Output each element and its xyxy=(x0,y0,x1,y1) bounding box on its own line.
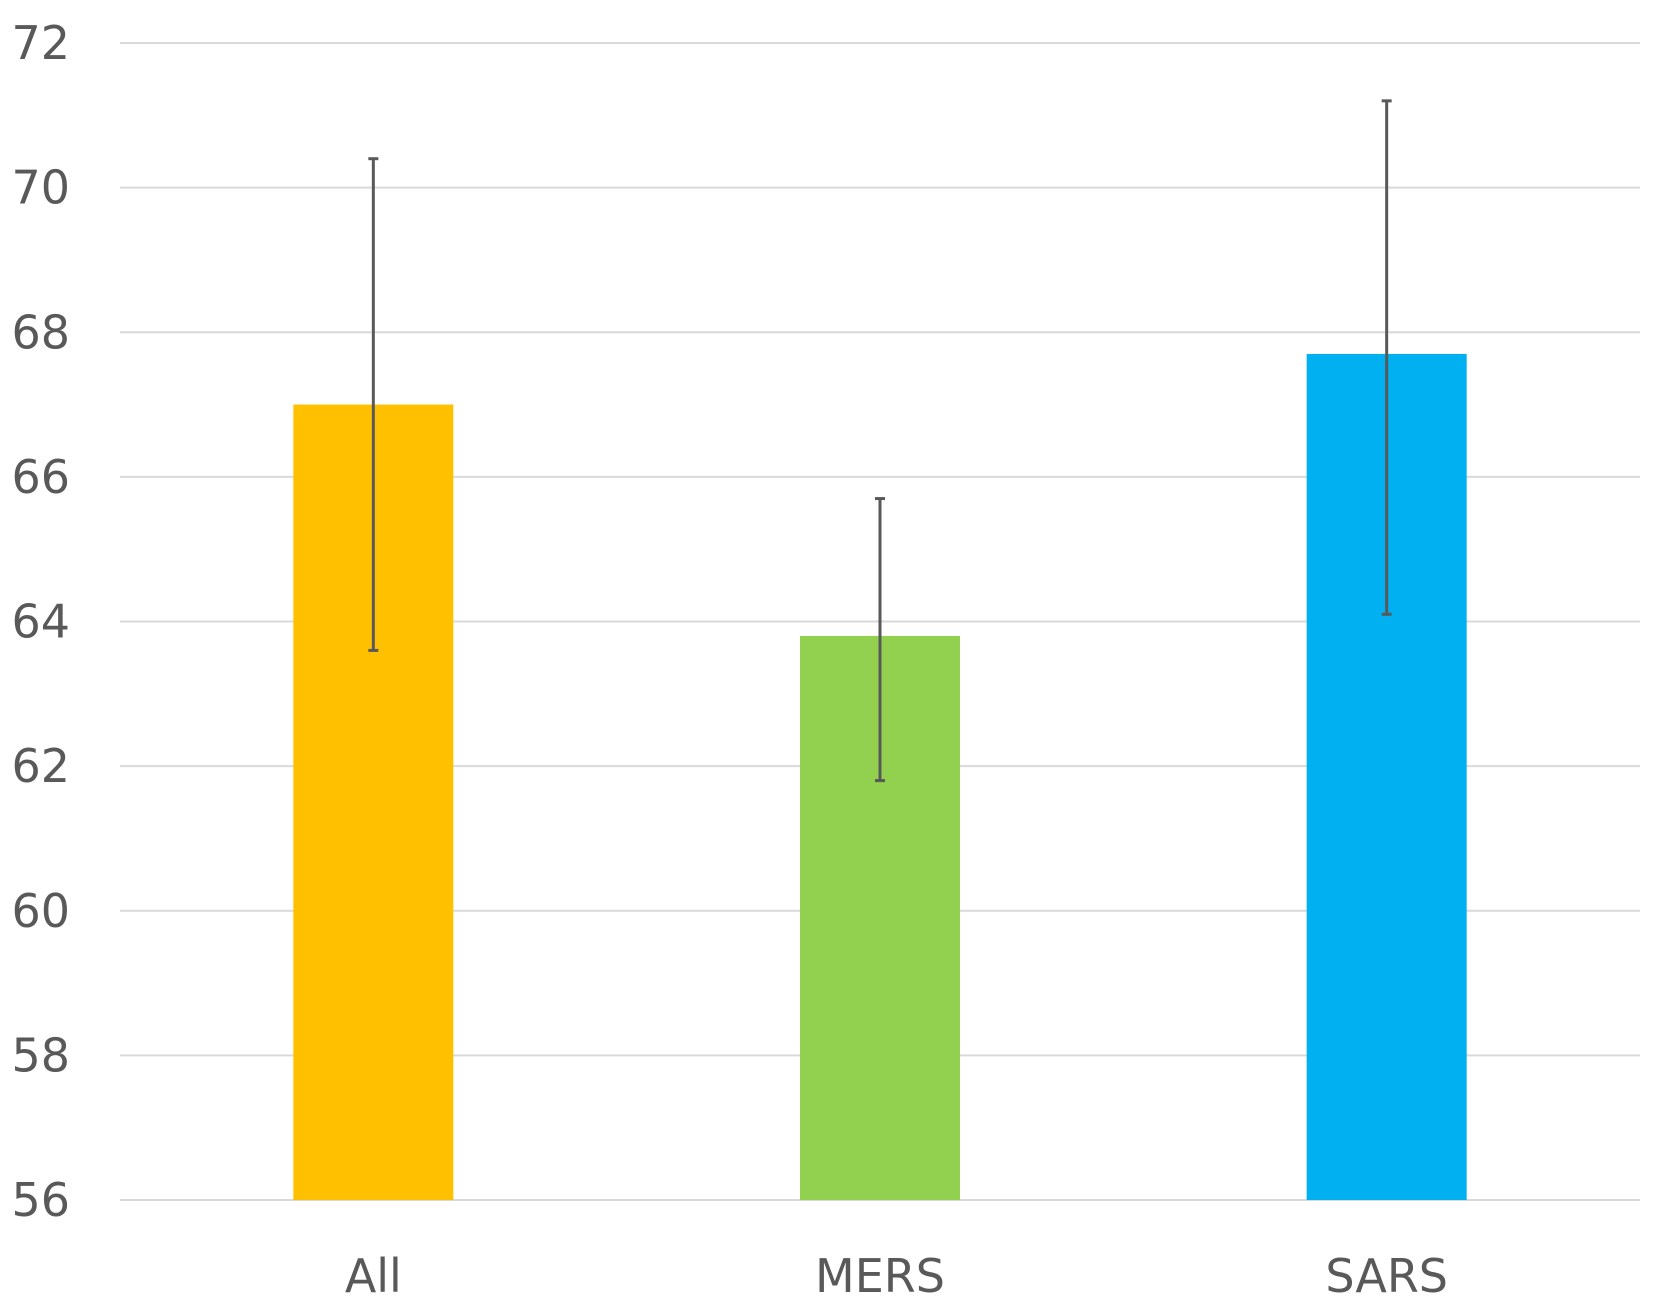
y-tick-label: 62 xyxy=(11,739,70,793)
y-tick-label: 68 xyxy=(11,305,70,359)
y-tick-label: 64 xyxy=(11,595,70,649)
x-category-label: MERS xyxy=(815,1249,945,1303)
y-tick-label: 66 xyxy=(11,450,70,504)
error-bar-sars xyxy=(1381,99,1392,616)
y-tick-label: 60 xyxy=(11,884,70,938)
y-axis-tick-labels: 56 58 60 62 64 66 68 70 72 xyxy=(11,16,70,1227)
y-tick-label: 58 xyxy=(11,1028,70,1082)
error-bars xyxy=(368,99,1392,783)
x-category-label: All xyxy=(345,1249,402,1303)
error-bar-all xyxy=(368,157,379,652)
y-tick-label: 56 xyxy=(11,1173,70,1227)
error-bar-mers xyxy=(875,497,885,783)
y-tick-label: 70 xyxy=(11,161,70,215)
y-tick-label: 72 xyxy=(11,16,70,70)
x-category-label: SARS xyxy=(1325,1249,1448,1303)
x-axis-category-labels: All MERS SARS xyxy=(345,1249,1448,1303)
